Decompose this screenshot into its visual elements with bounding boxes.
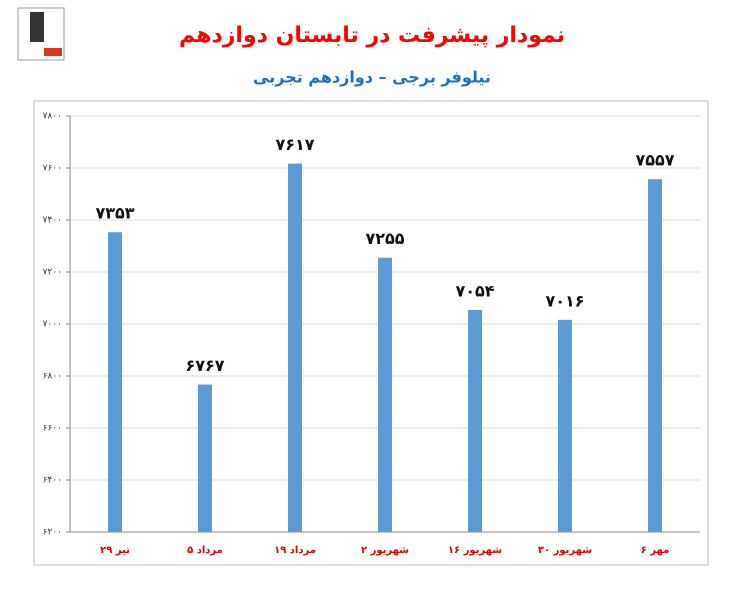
- value-label: ۶۷۶۷: [185, 356, 224, 375]
- value-label: ۷۳۵۳: [95, 204, 134, 223]
- value-label: ۷۰۵۴: [455, 281, 494, 300]
- chart-title: نمودار پیشرفت در تابستان دوازدهم: [179, 23, 565, 48]
- value-label: ۷۰۱۶: [545, 291, 584, 310]
- x-tick-label: ۲ شهریور: [361, 545, 409, 556]
- x-tick-label: ۱۹ مرداد: [274, 545, 316, 556]
- y-tick-label: ۷۸۰۰: [43, 112, 62, 122]
- chart-frame: [33, 100, 709, 566]
- y-tick-label: ۶۲۰۰: [43, 528, 62, 538]
- x-tick-label: ۱۶ شهریور: [448, 545, 502, 556]
- bar: [558, 319, 572, 532]
- chart-subtitle: نیلوفر برجی – دوازدهم تجربی: [253, 68, 491, 87]
- x-tick-label: ۳۰ شهریور: [538, 545, 592, 556]
- x-tick-label: ۶ مهر: [641, 545, 670, 556]
- y-tick-label: ۶۴۰۰: [43, 476, 62, 486]
- x-tick-label: ۵ مرداد: [187, 545, 223, 556]
- value-label: ۷۵۵۷: [635, 151, 674, 170]
- value-label: ۷۲۵۵: [365, 229, 404, 248]
- x-tick-label: ۲۹ تیر: [100, 545, 130, 556]
- y-tick-label: ۷۰۰۰: [43, 320, 62, 330]
- bar: [108, 232, 122, 532]
- y-tick-label: ۷۴۰۰: [43, 216, 62, 226]
- logo: [17, 7, 65, 61]
- bar: [648, 179, 662, 532]
- bar: [468, 309, 482, 532]
- value-label: ۷۶۱۷: [275, 135, 314, 154]
- bar: [378, 257, 392, 532]
- y-tick-label: ۶۶۰۰: [43, 424, 62, 434]
- y-tick-label: ۷۶۰۰: [43, 164, 62, 174]
- y-tick-label: ۶۸۰۰: [43, 372, 62, 382]
- y-tick-label: ۷۲۰۰: [43, 268, 62, 278]
- bar: [198, 384, 212, 532]
- bar: [288, 163, 302, 532]
